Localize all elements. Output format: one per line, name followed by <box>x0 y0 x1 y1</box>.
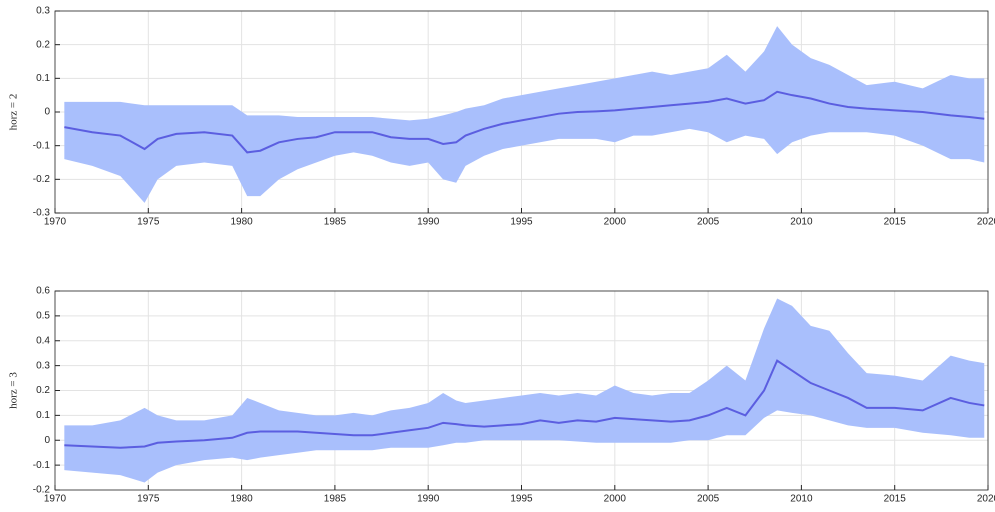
median-line <box>64 359 985 449</box>
x-tick-label: 1975 <box>137 494 160 505</box>
subplot: 1970 1975 1980 1985 1990 1995 2000 2005 2010 2015… <box>8 286 995 505</box>
y-tick-label: 0.1 <box>36 73 50 84</box>
y-tick-label: -0.2 <box>33 485 51 496</box>
y-tick-label: -0.3 <box>33 208 51 219</box>
y-tick-label: 0.3 <box>36 6 50 17</box>
x-tick-label: 2005 <box>697 494 720 505</box>
x-tick-label: 1995 <box>510 494 533 505</box>
x-tick-label: 2000 <box>604 494 627 505</box>
x-tick-label: 1990 <box>417 217 440 228</box>
x-tick-label: 2020 <box>977 217 995 228</box>
x-tick-label: 1985 <box>324 494 347 505</box>
y-tick-label: 0.4 <box>36 335 50 346</box>
confidence-band <box>64 298 985 483</box>
x-tick-label: 1975 <box>137 217 160 228</box>
y-tick-label: 0.1 <box>36 410 50 421</box>
y-tick-label: 0.6 <box>36 286 50 297</box>
x-tick-label: 1985 <box>324 217 347 228</box>
x-tick-label: 2020 <box>977 494 995 505</box>
x-tick-label: 2015 <box>884 217 907 228</box>
median-line <box>64 90 985 154</box>
x-tick-label: 1970 <box>44 217 67 228</box>
y-tick-label: 0.3 <box>36 360 50 371</box>
x-tick-label: 1995 <box>510 217 533 228</box>
y-tick-label: 0 <box>44 435 50 446</box>
x-tick-label: 2010 <box>790 494 813 505</box>
x-tick-label: 2000 <box>604 217 627 228</box>
y-tick-label: 0.5 <box>36 311 50 322</box>
y-tick-label: -0.1 <box>33 140 51 151</box>
x-tick-label: 1990 <box>417 494 440 505</box>
x-tick-label: 1980 <box>230 217 253 228</box>
y-tick-label: -0.2 <box>33 174 51 185</box>
y-axis-label: horz = 3 <box>8 372 20 409</box>
x-tick-label: 2015 <box>884 494 907 505</box>
y-tick-label: -0.1 <box>33 460 51 471</box>
x-tick-label: 1970 <box>44 494 67 505</box>
confidence-band <box>64 26 985 203</box>
y-tick-label: 0.2 <box>36 39 50 50</box>
x-tick-label: 2010 <box>790 217 813 228</box>
y-axis-label: horz = 2 <box>8 94 20 131</box>
x-tick-label: 2005 <box>697 217 720 228</box>
y-tick-label: 0.2 <box>36 385 50 396</box>
x-tick-label: 1980 <box>230 494 253 505</box>
y-tick-label: 0 <box>44 107 50 118</box>
subplot: 1970 1975 1980 1985 1990 1995 2000 2005 2010 2015… <box>8 6 995 228</box>
